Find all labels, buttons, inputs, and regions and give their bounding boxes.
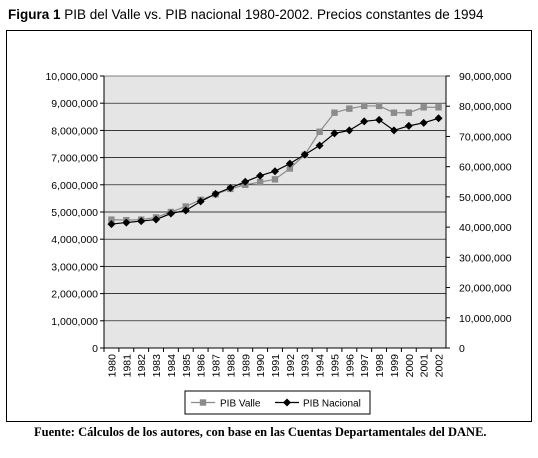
x-tick-label: 1986 (196, 354, 208, 378)
pib-nacional-point (166, 209, 175, 218)
x-tick-label: 1980 (106, 354, 118, 378)
x-tick-label: 1990 (255, 354, 267, 378)
pib-valle-point (361, 102, 368, 110)
figure-title: Figura 1 PIB del Valle vs. PIB nacional … (8, 7, 532, 22)
chart-frame: 0 1,000,000 2,000,000 3,000,000 4,000,000 5,0… (6, 30, 532, 422)
gdp-line-chart: 0 1,000,000 2,000,000 3,000,000 4,000,000 5,0… (45, 71, 512, 415)
x-tick-label: 1992 (285, 354, 297, 378)
x-tick-label: 1987 (211, 354, 223, 378)
left-tick-label: 2,000,000 (51, 289, 98, 301)
pib-valle-point (271, 176, 279, 183)
pib-valle-point (331, 109, 338, 116)
x-tick-label: 1989 (240, 354, 252, 378)
pib-valle-point (316, 128, 323, 135)
left-tick-label: 8,000,000 (51, 125, 98, 137)
pib-valle-point (435, 104, 442, 111)
left-tick-label: 6,000,000 (51, 180, 98, 192)
right-tick-label: 50,000,000 (459, 192, 512, 204)
pib-valle-point (256, 178, 264, 186)
x-tick-label: 1984 (166, 354, 178, 378)
pib-nacional-point (404, 121, 413, 130)
pib-nacional-point (330, 129, 339, 138)
right-tick-label: 20,000,000 (459, 283, 512, 295)
pib-nacional-point (315, 141, 324, 150)
pib-valle-point (390, 109, 398, 116)
x-tick-label: 1983 (151, 354, 163, 378)
pib-nacional-point (375, 115, 384, 124)
pib-nacional-point (122, 218, 131, 227)
x-tick-label: 1985 (181, 354, 193, 378)
x-tick-label: 1981 (121, 354, 133, 378)
right-tick-label: 30,000,000 (459, 252, 512, 264)
x-tick-label: 1994 (315, 354, 327, 378)
pib-nacional-point (271, 167, 279, 176)
pib-nacional-point (434, 114, 443, 123)
x-tick-label: 1998 (374, 354, 386, 378)
pib-nacional-point (211, 189, 220, 198)
figure-number: Figura 1 (8, 7, 61, 22)
right-tick-label: 70,000,000 (459, 131, 512, 143)
pib-nacional-point (137, 217, 146, 226)
right-tick-label: 40,000,000 (459, 222, 512, 234)
pib-valle-point (375, 102, 383, 110)
x-tick-label: 2002 (434, 354, 446, 378)
pib-nacional-point (419, 118, 428, 127)
source-note: Fuente: Cálculos de los autores, con bas… (34, 425, 487, 439)
legend-valle-label: PIB Valle (220, 399, 261, 410)
x-tick-label: 1993 (300, 354, 312, 378)
pib-valle-point (286, 165, 294, 172)
pib-nacional-point (181, 206, 190, 215)
pib-valle-point (346, 105, 353, 112)
pib-nacional-point (196, 197, 205, 206)
left-tick-label: 10,000,000 (45, 71, 98, 83)
pib-valle-point (108, 216, 115, 223)
x-tick-label: 1982 (136, 354, 148, 378)
right-tick-label: 80,000,000 (459, 101, 512, 113)
left-tick-label: 9,000,000 (51, 98, 98, 110)
pib-nacional-point (256, 171, 265, 180)
x-tick-label: 1988 (225, 354, 237, 378)
left-tick-label: 1,000,000 (51, 316, 98, 328)
left-tick-label: 7,000,000 (51, 153, 98, 165)
pib-nacional-point (285, 159, 294, 168)
pib-nacional-point (226, 183, 235, 192)
right-tick-label: 90,000,000 (459, 71, 512, 83)
legend-nacional-label: PIB Nacional (303, 399, 361, 410)
pib-nacional-point (241, 177, 250, 186)
left-tick-label: 3,000,000 (51, 261, 98, 273)
legend-valle-marker (199, 399, 207, 406)
x-tick-label: 1995 (329, 354, 341, 378)
left-tick-label: 4,000,000 (51, 234, 98, 246)
pib-nacional-point (300, 150, 309, 159)
x-tick-label: 1991 (270, 354, 282, 378)
x-tick-label: 1996 (344, 354, 356, 378)
pib-nacional-point (360, 117, 369, 126)
pib-nacional-point (152, 215, 161, 224)
x-tick-label: 2001 (419, 354, 431, 378)
right-tick-label: 10,000,000 (459, 313, 512, 325)
x-tick-label: 1999 (389, 354, 401, 378)
x-tick-label: 2000 (404, 354, 416, 378)
left-tick-label: 5,000,000 (51, 207, 98, 219)
figure-title-text: PIB del Valle vs. PIB nacional 1980-2002… (64, 7, 484, 22)
pib-nacional-point (107, 220, 116, 229)
pib-valle-point (420, 104, 427, 111)
x-tick-label: 1997 (359, 354, 371, 378)
left-tick-label: 0 (92, 343, 98, 355)
right-tick-label: 60,000,000 (459, 162, 512, 174)
legend-nacional-marker (283, 398, 291, 407)
right-tick-label: 0 (459, 343, 465, 355)
pib-valle-point (405, 109, 413, 116)
